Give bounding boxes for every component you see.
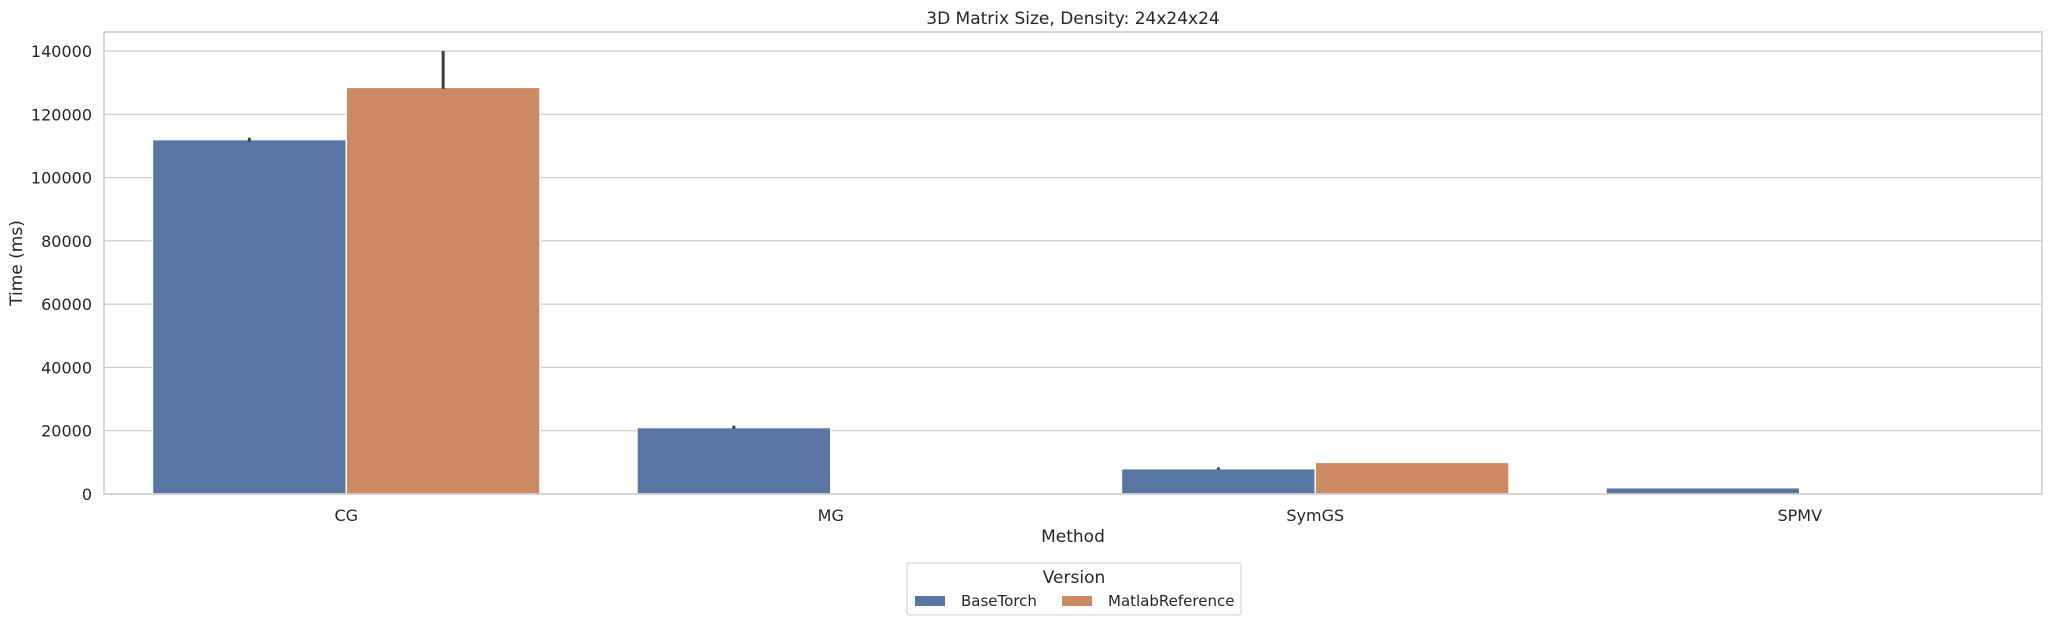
y-tick-label: 100000 xyxy=(31,169,92,188)
error-bars xyxy=(247,50,1220,470)
x-tick-label: CG xyxy=(334,506,358,525)
bar-BaseTorch-SPMV xyxy=(1605,486,1801,495)
x-tick-label: SPMV xyxy=(1777,506,1822,525)
x-tick-label: MG xyxy=(818,506,844,525)
y-tick-label: 0 xyxy=(82,485,92,504)
legend-title: Version xyxy=(1043,568,1106,588)
bar-BaseTorch-SymGS xyxy=(1120,467,1316,495)
bar-MatlabReference-SymGS xyxy=(1314,461,1510,495)
y-tick-labels: 0 20000 40000 60000 80000 100000 120000 140000 xyxy=(31,42,92,504)
legend-swatch-BaseTorch xyxy=(915,596,945,606)
legend-entries: BaseTorch MatlabReference xyxy=(915,592,1234,610)
bar-BaseTorch-CG xyxy=(151,138,347,495)
x-tick-label: SymGS xyxy=(1286,506,1344,525)
y-tick-label: 120000 xyxy=(31,105,92,124)
x-tick-labels: CG MG SymGS SPMV xyxy=(334,506,1822,525)
legend-label-BaseTorch: BaseTorch xyxy=(961,592,1037,610)
chart-title: 3D Matrix Size, Density: 24x24x24 xyxy=(926,9,1219,29)
bars xyxy=(151,86,1801,495)
plot-frame xyxy=(103,31,2043,495)
y-tick-label: 60000 xyxy=(41,295,92,314)
y-tick-label: 20000 xyxy=(41,422,92,441)
bar-MatlabReference-CG xyxy=(345,86,541,495)
y-axis-title: Time (ms) xyxy=(7,220,27,307)
x-axis-title: Method xyxy=(1041,527,1105,547)
legend-swatch-MatlabReference xyxy=(1062,596,1092,606)
legend: Version BaseTorch MatlabReference xyxy=(906,562,1242,616)
legend-label-MatlabReference: MatlabReference xyxy=(1108,592,1234,610)
bar-BaseTorch-MG xyxy=(636,426,832,495)
y-tick-label: 140000 xyxy=(31,42,92,61)
y-tick-label: 40000 xyxy=(41,358,92,377)
legend-frame xyxy=(906,562,1242,616)
y-tick-label: 80000 xyxy=(41,232,92,251)
